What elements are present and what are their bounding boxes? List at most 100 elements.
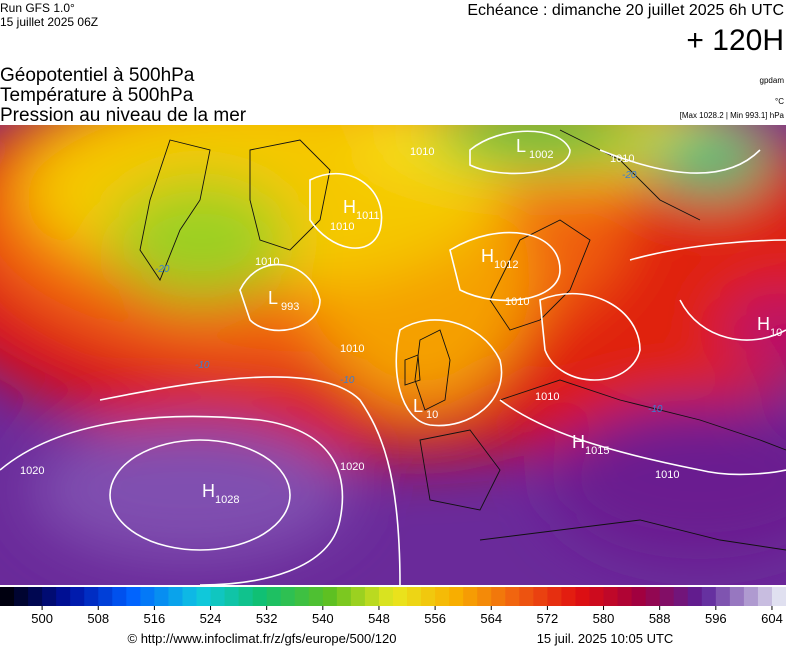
center-letter: H — [343, 197, 356, 217]
colorbar-swatch — [449, 587, 464, 606]
colorbar-swatch — [322, 587, 338, 606]
colorbar-swatch — [701, 587, 717, 606]
colorbar-swatch — [463, 587, 478, 606]
valid-time: Echéance : dimanche 20 juillet 2025 6h U… — [467, 2, 784, 19]
height-field — [0, 125, 786, 560]
colorbar: 500 508 516 524 532 540 548 556 564 572 580 588 596 6… — [0, 587, 786, 626]
lead-time: + 120H — [686, 24, 784, 57]
colorbar-swatch — [505, 587, 520, 606]
colorbar-swatch — [154, 587, 169, 606]
isobar-label: 1010 — [535, 391, 559, 403]
colorbar-tick-label: 548 — [368, 611, 390, 626]
colorbar-tick-label: 516 — [144, 611, 166, 626]
center-letter: L — [413, 396, 423, 416]
isobar-label: 1010 — [655, 469, 679, 481]
colorbar-swatch — [182, 587, 197, 606]
temp-label: -10 — [195, 360, 210, 371]
isobar-label: 1010 — [340, 343, 364, 355]
colorbar-swatch — [280, 587, 296, 606]
source-credit: © http://www.infoclimat.fr/z/gfs/europe/… — [128, 631, 397, 646]
colorbar-swatch — [350, 587, 366, 606]
colorbar-tick-label: 604 — [761, 611, 783, 626]
colorbar-swatch — [364, 587, 380, 606]
colorbar-swatch — [238, 587, 254, 606]
colorbar-swatch — [645, 587, 661, 606]
center-letter: H — [757, 314, 770, 334]
unit-1: gpdam — [760, 76, 785, 85]
field-2: Température à 500hPa — [0, 85, 194, 106]
colorbar-tick-label: 580 — [593, 611, 615, 626]
center-letter: L — [516, 136, 526, 156]
colorbar-swatch — [631, 587, 647, 606]
colorbar-tick-label: 564 — [480, 611, 502, 626]
colorbar-swatch — [603, 587, 619, 606]
center-value: 1015 — [585, 445, 609, 457]
center-value: 10 — [770, 327, 782, 339]
colorbar-swatch — [294, 587, 310, 606]
colorbar-swatch — [210, 587, 226, 606]
colorbar-tick-label: 532 — [256, 611, 278, 626]
coastlines — [139, 129, 786, 551]
isobar-label: 1010 — [505, 296, 529, 308]
colorbar-swatch — [84, 587, 99, 606]
temp-label: -20 — [155, 264, 170, 275]
colorbar-swatch — [196, 587, 212, 606]
field-3: Pression au niveau de la mer — [0, 105, 247, 126]
center-letter: H — [481, 246, 494, 266]
colorbar-swatch — [252, 587, 268, 606]
colorbar-swatch — [533, 587, 548, 606]
colorbar-swatch — [589, 587, 605, 606]
colorbar-swatch — [0, 587, 15, 606]
isobar-label: 1010 — [330, 221, 354, 233]
temp-label: -20 — [622, 170, 637, 181]
colorbar-swatch — [126, 587, 141, 606]
isobars — [0, 130, 786, 585]
colorbar-swatch — [98, 587, 113, 606]
colorbar-swatch — [421, 587, 436, 606]
colorbar-swatch — [336, 587, 352, 606]
colorbar-swatch — [771, 587, 786, 606]
colorbar-swatch — [477, 587, 492, 606]
colorbar-swatch — [687, 587, 703, 606]
isobar-label: 1010 — [610, 153, 634, 165]
map — [0, 125, 786, 585]
center-value: 1011 — [356, 210, 380, 222]
colorbar-swatch — [561, 587, 576, 606]
colorbar-swatch — [491, 587, 506, 606]
colorbar-swatch — [378, 587, 394, 606]
temp-label: -10 — [648, 404, 663, 415]
colorbar-tick-label: 524 — [200, 611, 222, 626]
colorbar-swatch — [42, 587, 57, 606]
center-value: 1012 — [494, 259, 518, 271]
field-1: Géopotentiel à 500hPa — [0, 65, 195, 86]
colorbar-swatch — [28, 587, 43, 606]
isobar-label: 1010 — [255, 256, 279, 268]
center-letter: H — [572, 432, 585, 452]
colorbar-swatch — [14, 587, 29, 606]
temp-label: -10 — [340, 375, 355, 386]
colorbar-swatch — [729, 587, 745, 606]
isobar-label: 1020 — [340, 461, 364, 473]
colorbar-tick-label: 540 — [312, 611, 334, 626]
colorbar-tick-label: 588 — [649, 611, 671, 626]
colorbar-swatch — [224, 587, 240, 606]
colorbar-swatch — [168, 587, 183, 606]
colorbar-swatch — [308, 587, 324, 606]
unit-3: [Max 1028.2 | Min 993.1] hPa — [680, 111, 785, 120]
colorbar-tick-label: 572 — [537, 611, 559, 626]
center-value: 10 — [426, 409, 438, 421]
isobar-label: 1020 — [20, 465, 44, 477]
colorbar-swatch — [715, 587, 731, 606]
colorbar-tick-label: 508 — [87, 611, 109, 626]
run-label: Run GFS 1.0° — [0, 1, 75, 15]
colorbar-swatch — [435, 587, 450, 606]
center-value: 993 — [281, 301, 299, 313]
colorbar-swatch — [519, 587, 534, 606]
colorbar-swatch — [617, 587, 633, 606]
center-letter: L — [268, 288, 278, 308]
colorbar-swatch — [70, 587, 85, 606]
center-value: 1028 — [215, 494, 239, 506]
colorbar-swatch — [547, 587, 562, 606]
